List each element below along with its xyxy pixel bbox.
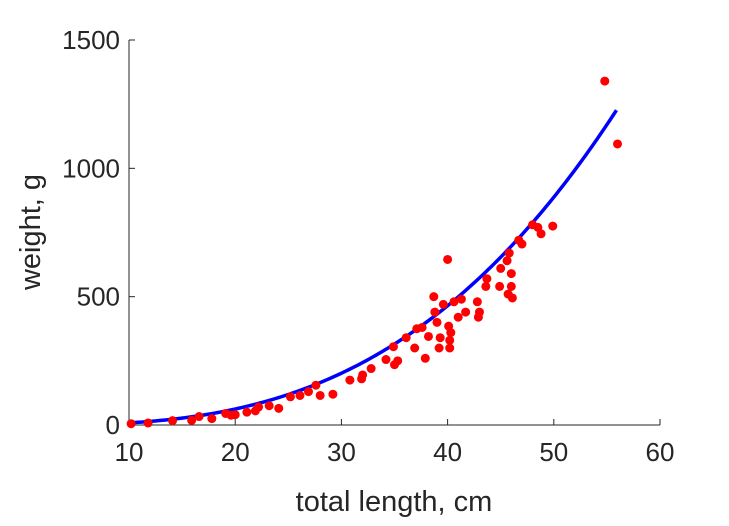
data-point [328, 389, 338, 399]
data-point [274, 403, 284, 413]
data-point [443, 254, 453, 264]
y-tick-label: 0 [106, 410, 120, 440]
data-point [295, 390, 305, 400]
data-point [445, 335, 455, 345]
data-point [434, 343, 444, 353]
data-point [143, 418, 153, 428]
data-point [613, 139, 623, 149]
data-point [194, 412, 204, 422]
scatter-points [126, 76, 623, 429]
y-tick-label: 1000 [62, 153, 120, 183]
data-point [303, 387, 313, 397]
data-point [435, 333, 445, 343]
x-axis-title: total length, cm [296, 486, 493, 518]
y-ticks: 0 500 1000 1500 [62, 25, 135, 440]
data-point [429, 292, 439, 302]
data-point [456, 294, 466, 304]
data-point [254, 402, 264, 412]
data-point [506, 269, 516, 279]
y-axis-title: weight, g [15, 174, 47, 291]
data-point [423, 331, 433, 341]
data-point [438, 299, 448, 309]
data-point [482, 274, 492, 284]
data-point [461, 307, 471, 317]
x-tick-label: 60 [646, 437, 675, 467]
data-point [502, 256, 512, 266]
data-point [207, 414, 217, 424]
data-point [345, 375, 355, 385]
data-point [230, 410, 240, 420]
data-point [432, 317, 442, 327]
data-point [445, 343, 455, 353]
data-point [401, 333, 411, 343]
x-tick-label: 20 [221, 437, 250, 467]
data-point [600, 76, 610, 86]
fit-curve-layer [128, 109, 618, 425]
data-point [453, 312, 463, 322]
data-point [506, 281, 516, 291]
data-point [507, 293, 517, 303]
data-point [474, 307, 484, 317]
data-point [430, 307, 440, 317]
data-point [504, 248, 514, 258]
data-point [311, 380, 321, 390]
data-point [242, 407, 252, 417]
data-point [495, 281, 505, 291]
data-point [285, 392, 295, 402]
data-point [517, 239, 527, 249]
data-point [496, 263, 506, 273]
data-point [381, 355, 391, 365]
data-point [126, 419, 136, 429]
data-point [187, 415, 197, 425]
fit-curve-line [128, 109, 618, 425]
data-point [548, 221, 558, 231]
x-tick-label: 50 [539, 437, 568, 467]
data-point [410, 343, 420, 353]
data-point [536, 229, 546, 239]
x-tick-label: 40 [433, 437, 462, 467]
x-tick-label: 10 [115, 437, 144, 467]
x-ticks: 10 20 30 40 50 60 [115, 419, 675, 467]
data-point [449, 297, 459, 307]
data-point [417, 322, 427, 332]
y-tick-label: 500 [77, 282, 120, 312]
data-point [393, 356, 403, 366]
data-point [315, 390, 325, 400]
data-point [264, 401, 274, 411]
data-point [446, 328, 456, 338]
data-point [388, 342, 398, 352]
axes: 10 20 30 40 50 60 0 500 1000 1500 [62, 25, 674, 467]
data-point [420, 353, 430, 363]
data-point [358, 370, 368, 380]
x-tick-label: 30 [327, 437, 356, 467]
data-point [472, 297, 482, 307]
data-point [481, 281, 491, 291]
y-tick-label: 1500 [62, 25, 120, 55]
data-point [366, 364, 376, 374]
data-point [168, 416, 178, 426]
